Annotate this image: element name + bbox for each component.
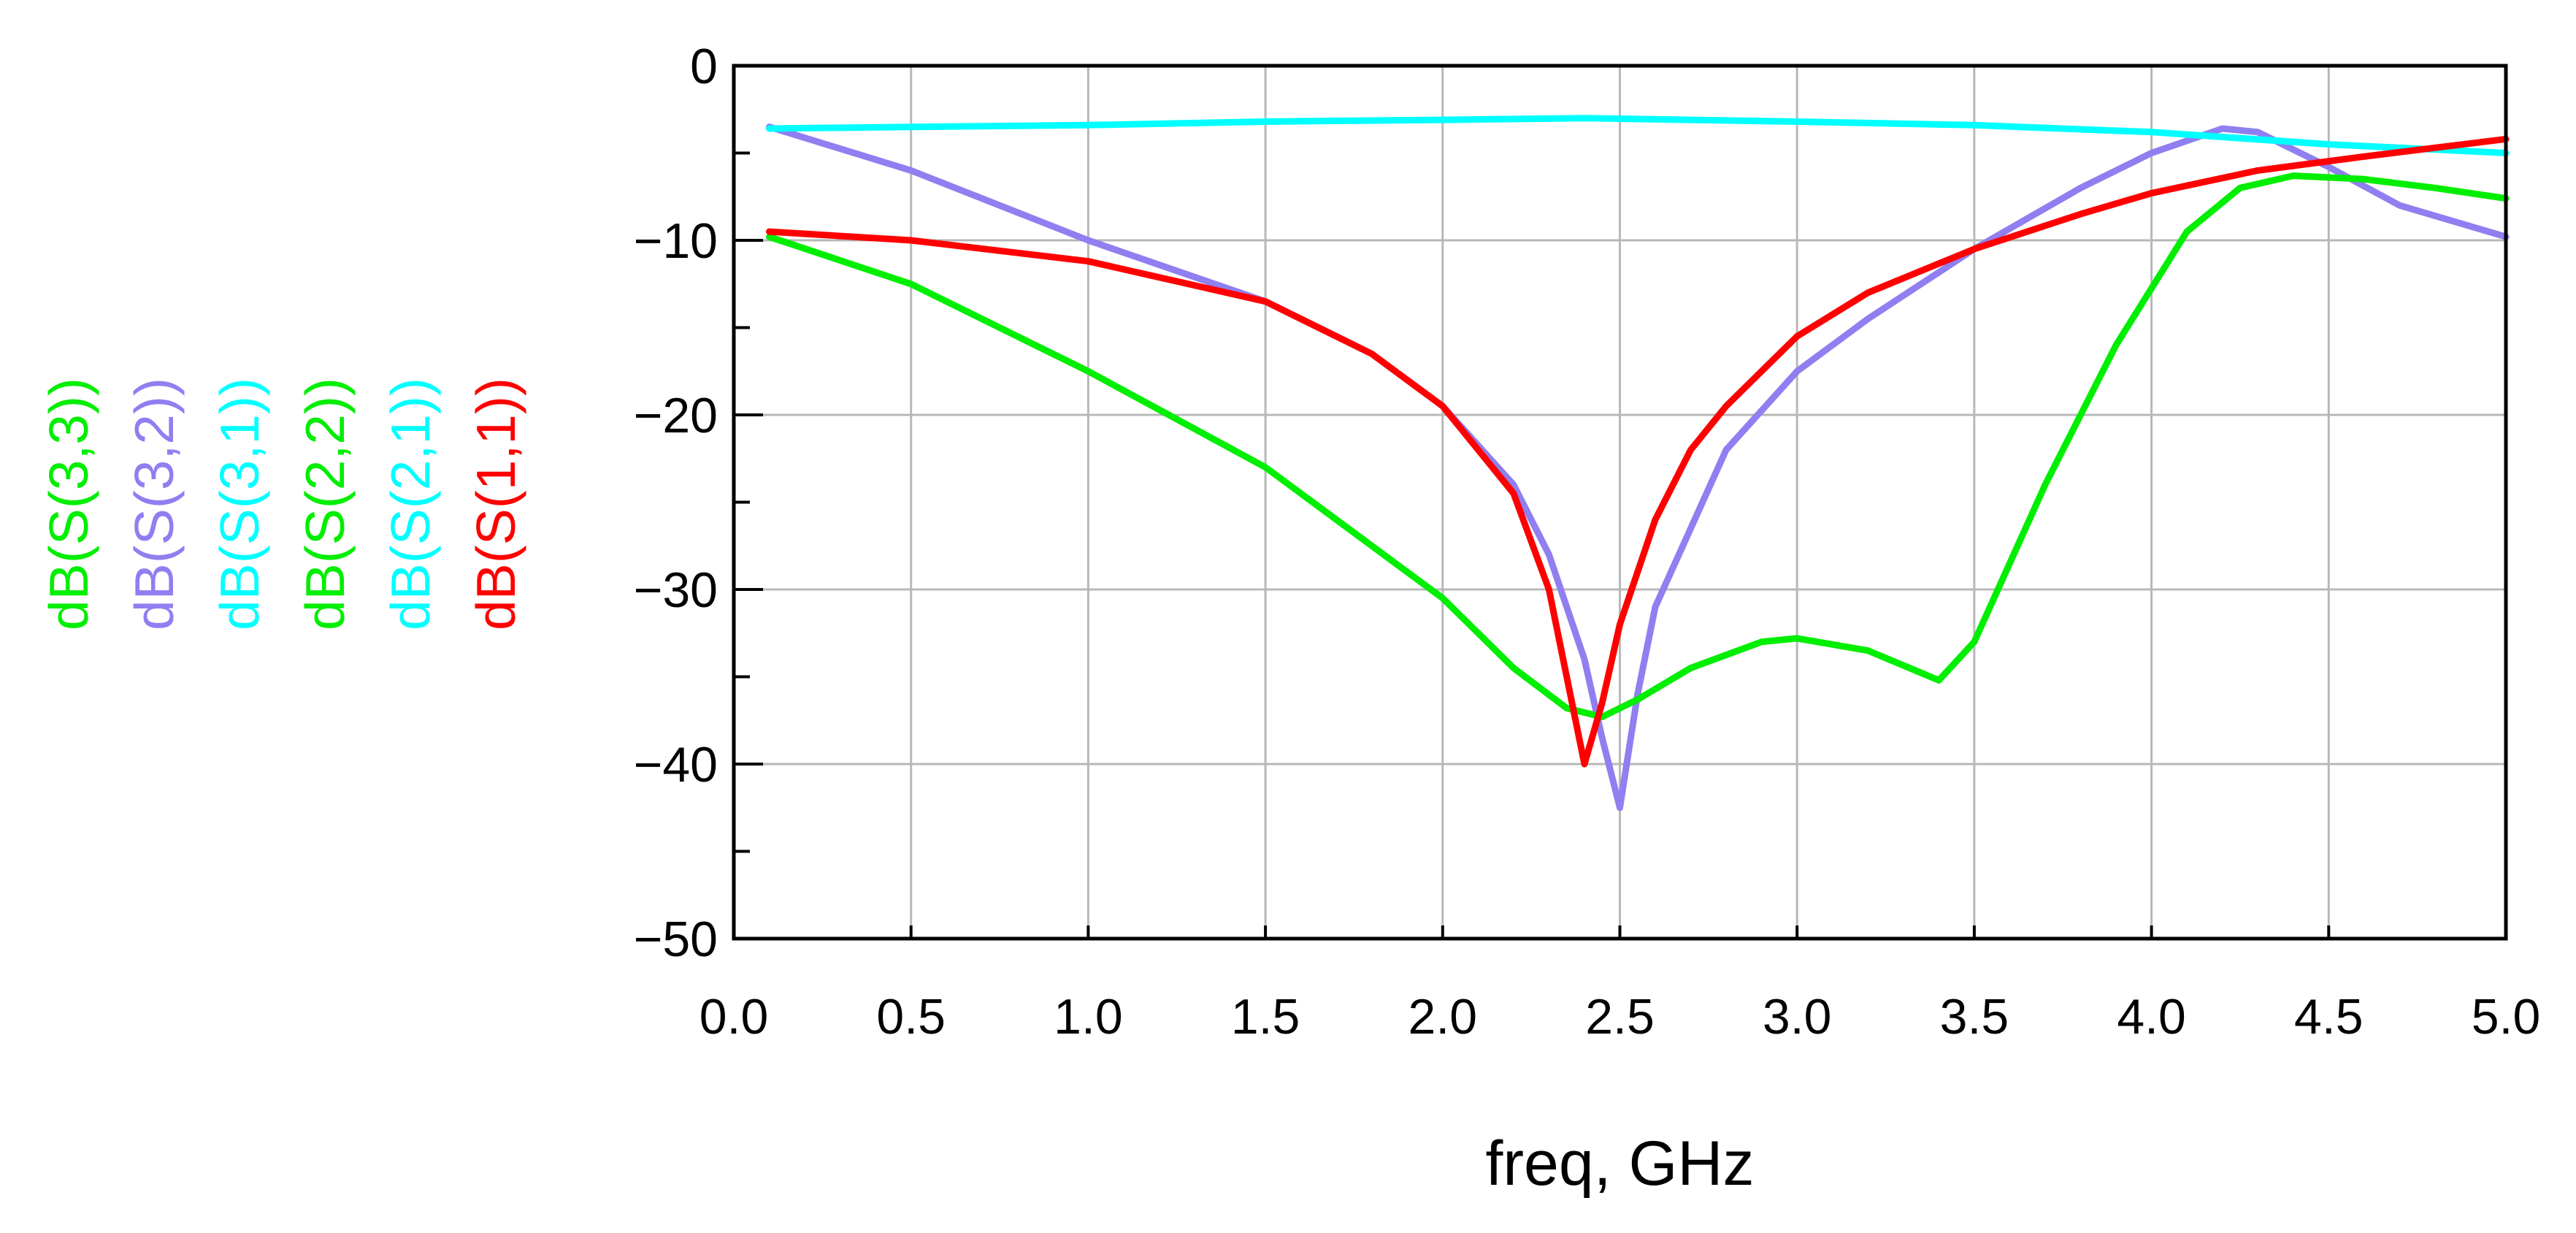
legend-entry: dB(S(2,2)) (294, 378, 356, 630)
x-tick-label: 0.0 (699, 989, 769, 1045)
series-line-31 (766, 115, 2510, 156)
axis-ticks (732, 64, 2507, 940)
x-axis-label: freq, GHz (1486, 1129, 1755, 1199)
y-tick-label: −30 (634, 562, 718, 618)
legend-entry: dB(S(3,2)) (123, 378, 185, 630)
y-tick-label: −10 (634, 213, 718, 269)
axis-tick-labels: 0.0 0.5 1.0 1.5 2.0 2.5 3.0 3.5 4.0 4.5 5.0 0 −10 −20… (634, 39, 2541, 1045)
y-tick-label: −50 (634, 912, 718, 967)
y-tick-label: −20 (634, 388, 718, 443)
series-layer (766, 115, 2510, 812)
y-tick-label: 0 (690, 39, 718, 94)
x-tick-label: 0.5 (876, 989, 946, 1045)
x-tick-label: 4.5 (2294, 989, 2364, 1045)
x-tick-label: 5.0 (2472, 989, 2541, 1045)
legend-entry: dB(S(1,1)) (465, 378, 526, 630)
x-tick-label: 3.0 (1763, 989, 1832, 1045)
x-tick-label: 1.5 (1231, 989, 1300, 1045)
series-line-32 (766, 123, 2510, 812)
series-line-11 (766, 135, 2510, 768)
chart-grid (734, 66, 2506, 939)
y-tick-label: −40 (634, 737, 718, 793)
x-tick-label: 2.5 (1585, 989, 1655, 1045)
x-tick-label: 3.5 (1940, 989, 2009, 1045)
series-line-33 (766, 172, 2510, 720)
x-tick-label: 4.0 (2117, 989, 2186, 1045)
legend-entry: dB(S(2,1)) (380, 378, 441, 630)
legend-entry: dB(S(3,1)) (209, 378, 270, 630)
x-tick-label: 2.0 (1408, 989, 1478, 1045)
legend: dB(S(3,3)) dB(S(3,2)) dB(S(3,1)) dB(S(2,2))… (38, 378, 526, 630)
legend-entry: dB(S(3,3)) (38, 378, 99, 630)
x-tick-label: 1.0 (1054, 989, 1123, 1045)
